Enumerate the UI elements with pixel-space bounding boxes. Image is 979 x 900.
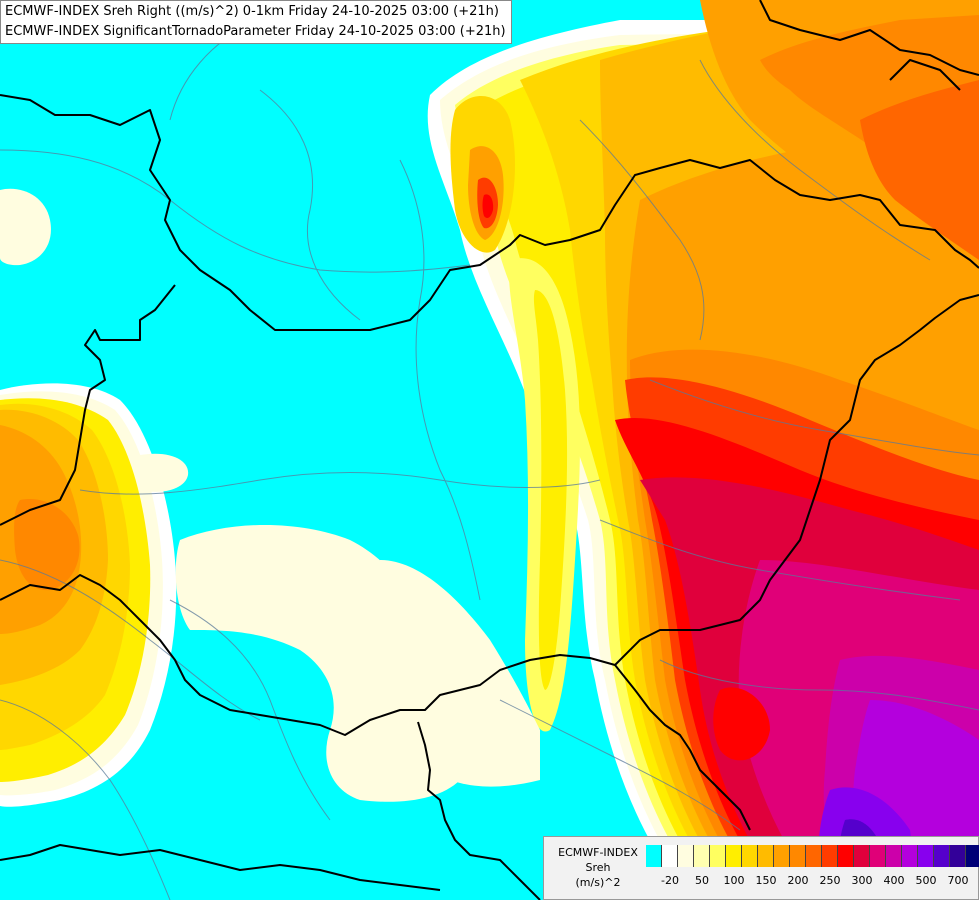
legend-swatch	[678, 845, 694, 867]
legend-swatches	[646, 845, 979, 867]
legend-tick-label: 300	[851, 874, 873, 887]
legend-tick-label: 400	[883, 874, 905, 887]
map-title-line-2: ECMWF-INDEX SignificantTornadoParameter …	[5, 24, 506, 39]
legend-swatch	[694, 845, 710, 867]
legend-tick-label: 700	[947, 874, 969, 887]
legend-swatch	[870, 845, 886, 867]
legend-swatch	[918, 845, 934, 867]
legend-swatch	[742, 845, 758, 867]
legend-swatch	[758, 845, 774, 867]
legend-tick-label: 150	[755, 874, 777, 887]
legend-swatch	[662, 845, 678, 867]
legend-title-line-3: (m/s)^2	[575, 876, 621, 889]
legend-tick-label: 500	[915, 874, 937, 887]
legend-tick-label: 100	[723, 874, 745, 887]
legend-swatch	[966, 845, 979, 867]
legend-tick-label: 250	[819, 874, 841, 887]
map-title-box: ECMWF-INDEX Sreh Right ((m/s)^2) 0-1km F…	[0, 0, 512, 44]
legend-title: ECMWF-INDEX Sreh (m/s)^2	[550, 845, 646, 890]
legend-swatch	[886, 845, 902, 867]
legend-tick-label: 50	[695, 874, 709, 887]
river-lines	[0, 19, 979, 900]
legend-swatch	[774, 845, 790, 867]
map-title-line-1: ECMWF-INDEX Sreh Right ((m/s)^2) 0-1km F…	[5, 4, 499, 19]
legend-title-line-2: Sreh	[585, 861, 611, 874]
legend-swatch	[950, 845, 966, 867]
legend-tick-label: 200	[787, 874, 809, 887]
legend-swatch	[646, 845, 662, 867]
color-legend: ECMWF-INDEX Sreh (m/s)^2 -20 50 100 150 200 2…	[543, 836, 979, 900]
legend-tick-label: -20	[661, 874, 679, 887]
legend-swatch	[710, 845, 726, 867]
legend-swatch	[822, 845, 838, 867]
legend-title-line-1: ECMWF-INDEX	[558, 846, 638, 859]
legend-swatch	[854, 845, 870, 867]
legend-swatch	[726, 845, 742, 867]
legend-swatch	[790, 845, 806, 867]
legend-swatch	[934, 845, 950, 867]
legend-ticks: -20 50 100 150 200 250 300 400 500 700	[544, 874, 979, 890]
legend-swatch	[838, 845, 854, 867]
legend-swatch	[806, 845, 822, 867]
legend-swatch	[902, 845, 918, 867]
